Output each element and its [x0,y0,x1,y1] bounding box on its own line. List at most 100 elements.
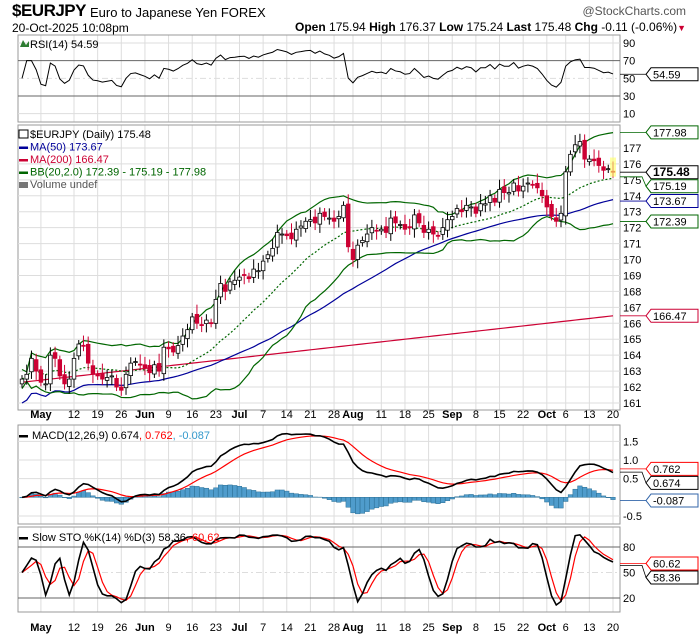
macd-histogram-bar [582,486,588,498]
price-ytick: 170 [623,255,641,267]
macd-legend-label: MACD(12,26,9) 0.674 [32,430,139,442]
x-tick-label: 22 [517,622,529,634]
x-tick-label: 13 [583,622,595,634]
x-tick-label: Oct [538,409,557,421]
x-tick-label: 15 [493,622,505,634]
chg-value: -0.11 (-0.06%) [601,20,678,34]
macd-histogram-bar [530,495,536,498]
price-ytick: 163 [623,366,641,378]
macd-histogram-bar [298,494,304,498]
macd-histogram-bar [473,495,479,498]
candle-body [577,141,583,147]
macd-tag-label: 0.674 [653,478,681,490]
candle-body [227,281,233,291]
symbol: $EURJPY [12,1,86,20]
exchange: FOREX [220,5,266,20]
macd-tag-leader [620,471,647,484]
candle-body [497,189,502,203]
macd-histogram-bar [340,497,347,502]
macd-histogram-bar [227,484,233,498]
candle-body [180,335,185,345]
macd-histogram-bar [232,485,238,498]
candle-body [487,195,493,203]
bb-middle-line [21,177,614,380]
macd-panel-frame [17,424,621,525]
price-ytick: 173 [623,207,641,219]
candle-body [223,284,228,292]
candle-body [171,345,176,353]
bb-lower-tag [645,214,699,229]
macd-histogram-bar [374,497,380,509]
x-tick-label: 9 [166,409,172,421]
macd-histogram-bar [284,490,290,498]
candle-body [596,157,602,166]
bb-upper-line [21,132,614,373]
candle-body [38,369,44,383]
legend-swatch [19,171,28,174]
macd-histogram-bar [180,489,186,498]
macd-histogram-bar [577,485,583,498]
ma50-tag [645,194,699,209]
x-tick-label: 23 [210,409,222,421]
macd-legend-signal: , 0.762 [139,430,173,442]
macd-histogram-bar [586,488,592,498]
macd-histogram-bar [444,497,451,502]
macd-histogram-bar [175,490,181,498]
x-tick-label: 18 [399,622,411,634]
macd-ytick: 0.5 [623,474,638,486]
candle-body [450,216,455,221]
macd-histogram-bar [402,497,408,503]
macd-histogram-bar [222,484,228,498]
macd-histogram-bar [331,497,337,502]
x-tick-label: 20 [607,409,619,421]
candle-body [539,189,545,197]
candle-body [43,383,48,386]
price-legend-3: BB(20,2.0) 172.39 - 175.19 - 177.98 [30,167,206,179]
sto-d-tag-label: 60.62 [653,558,681,570]
candle-body [388,217,393,235]
ma50-tag-label: 173.67 [653,196,687,208]
macd-histogram-bar [449,497,455,500]
x-tick-label: 7 [260,409,266,421]
macd-ytick: -0.5 [623,511,642,523]
macd-histogram-bar [147,496,153,498]
candle-body [100,372,105,380]
macd-histogram-bar [99,497,105,501]
x-tick-label: 25 [422,409,434,421]
sto-panel-frame [17,526,621,613]
bb-middle-tag-label: 175.19 [653,181,687,193]
candle-body [194,313,200,324]
candle-body [62,374,67,385]
x-tick-label: May [30,409,52,421]
candle-body [175,345,181,354]
macd-histogram-bar [76,492,82,498]
macd-histogram-bar [544,497,550,503]
macd-histogram-bar [241,487,247,498]
candle-body [303,220,308,230]
macd-histogram-bar [251,490,257,498]
macd-histogram-bar [355,497,361,515]
rsi-ytick: 30 [623,91,635,103]
macd-histogram-bar [610,497,616,500]
price-panel-frame [17,124,621,411]
macd-legend-hist: , -0.087 [173,430,210,442]
macd-histogram-bar [534,496,540,498]
ma200-line [21,315,614,383]
x-tick-label: 8 [473,622,479,634]
legend-swatch [19,159,28,162]
bb-upper-tag [645,125,699,140]
macd-histogram-bar [293,493,299,498]
candle-body [147,364,152,374]
macd-histogram-bar [511,493,517,498]
candle-body [606,168,611,171]
macd-ytick: 1.5 [623,436,638,448]
macd-histogram-bar [38,495,44,498]
candle-body [242,274,247,276]
sto-legend-label: Slow STO %K(14) %D(3) 58.36 [32,532,186,544]
candle-body [213,298,219,324]
macd-histogram-bar [359,497,365,514]
macd-histogram-bar [213,487,219,498]
x-tick-label: 12 [68,622,80,634]
price-ytick: 165 [623,334,641,346]
